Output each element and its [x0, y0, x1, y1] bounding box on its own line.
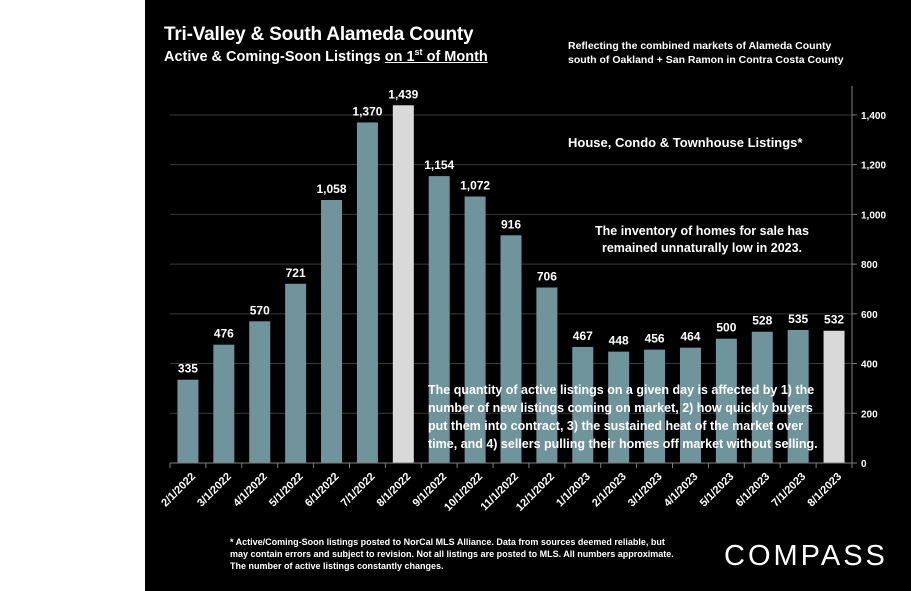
bar	[572, 346, 594, 463]
bar	[321, 199, 343, 463]
data-label: 535	[788, 312, 808, 326]
bar	[500, 235, 522, 463]
series-label: House, Condo & Townhouse Listings*	[568, 135, 803, 150]
x-tick-label: 1/1/2023	[554, 471, 593, 510]
subtitle-prefix: Active & Coming-Soon Listings	[164, 48, 385, 65]
y-tick-label: 400	[861, 360, 878, 371]
x-tick-label: 3/1/2023	[626, 471, 665, 510]
x-tick-label: 2/1/2022	[159, 471, 198, 510]
data-label: 528	[752, 314, 772, 328]
bar	[392, 105, 414, 464]
data-label: 464	[680, 330, 700, 344]
x-tick-label: 8/1/2022	[375, 471, 414, 510]
y-tick-label: 1,000	[861, 210, 886, 221]
inventory-annotation: The inventory of homes for sale has rema…	[595, 224, 809, 255]
data-label: 1,370	[352, 104, 382, 118]
subtitle-sup: st	[414, 47, 423, 57]
footnote: * Active/Coming-Soon listings posted to …	[230, 537, 674, 571]
y-tick-label: 1,200	[861, 161, 886, 172]
data-label: 1,154	[424, 158, 454, 172]
x-tick-label: 2/1/2023	[590, 471, 629, 510]
compass-logo: COMPASS	[724, 540, 888, 572]
bar	[536, 287, 558, 463]
data-label: 467	[573, 329, 593, 343]
bar	[249, 321, 271, 463]
y-tick-label: 800	[861, 260, 878, 271]
data-label: 1,058	[317, 182, 347, 196]
data-label: 916	[501, 217, 521, 231]
x-tick-label: 8/1/2023	[805, 471, 844, 510]
data-label: 476	[214, 327, 234, 341]
bar	[428, 176, 450, 463]
x-tick-label: 6/1/2023	[734, 471, 773, 510]
x-tick-label: 5/1/2023	[698, 471, 737, 510]
bar	[177, 379, 199, 463]
x-tick-label: 7/1/2022	[339, 471, 378, 510]
subtitle-ul-b: of Month	[422, 48, 488, 65]
chart-title: Tri-Valley & South Alameda County	[164, 24, 474, 45]
chart-panel	[145, 0, 911, 591]
data-label: 532	[824, 313, 844, 327]
bar	[464, 196, 486, 463]
x-tick-label: 3/1/2022	[195, 471, 234, 510]
x-tick-label: 10/1/2022	[442, 471, 485, 514]
x-tick-label: 4/1/2022	[231, 471, 270, 510]
x-tick-label: 7/1/2023	[770, 471, 809, 510]
bar	[787, 329, 809, 463]
subtitle-underlined: on 1st of Month	[384, 47, 488, 65]
quantity-annotation: The quantity of active listings on a giv…	[428, 383, 818, 451]
bar	[285, 283, 307, 463]
x-tick-label: 6/1/2022	[303, 471, 342, 510]
data-label: 500	[716, 321, 736, 335]
data-label: 1,072	[460, 179, 490, 193]
chart-subtitle: Active & Coming-Soon Listings on 1st of …	[164, 47, 488, 65]
bar	[715, 338, 737, 463]
bar	[823, 330, 845, 463]
bar	[356, 122, 378, 463]
x-tick-label: 4/1/2023	[662, 471, 701, 510]
market-note: Reflecting the combined markets of Alame…	[568, 40, 844, 66]
data-label: 706	[537, 269, 557, 283]
y-tick-label: 200	[861, 409, 878, 420]
bar	[608, 351, 630, 463]
y-tick-label: 0	[861, 459, 867, 470]
x-tick-label: 5/1/2022	[267, 471, 306, 510]
data-label: 456	[645, 332, 665, 346]
bar	[751, 331, 773, 463]
y-tick-label: 600	[861, 310, 878, 321]
bar	[679, 347, 701, 463]
x-tick-label: 12/1/2022	[514, 471, 557, 514]
bar	[213, 344, 235, 463]
data-label: 721	[286, 266, 306, 280]
data-label: 570	[250, 303, 270, 317]
data-label: 1,439	[388, 87, 418, 101]
y-tick-label: 1,400	[861, 111, 886, 122]
subtitle-ul-a: on 1	[384, 48, 415, 65]
bar	[644, 349, 666, 463]
data-label: 448	[609, 334, 629, 348]
data-label: 335	[178, 362, 198, 376]
